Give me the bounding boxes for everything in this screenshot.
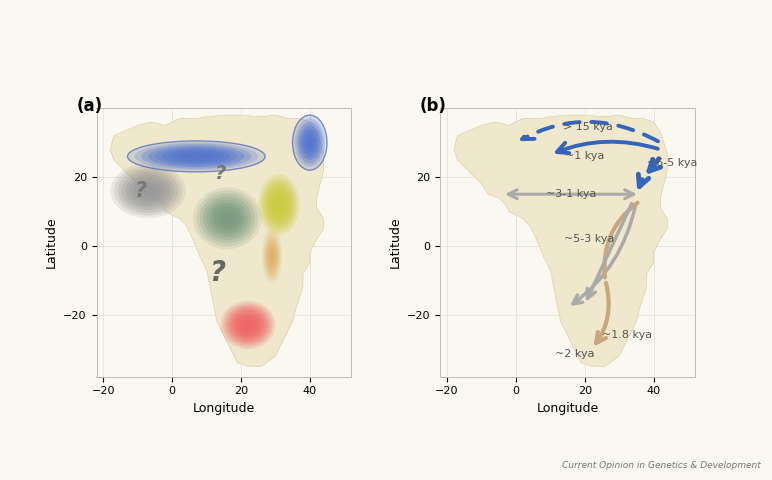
Text: ~6-5 kya: ~6-5 kya [647, 158, 697, 168]
FancyArrowPatch shape [557, 142, 658, 153]
Ellipse shape [122, 171, 174, 210]
Ellipse shape [133, 180, 163, 202]
Ellipse shape [110, 163, 186, 218]
Ellipse shape [234, 313, 262, 337]
FancyArrowPatch shape [587, 204, 631, 298]
Ellipse shape [141, 144, 252, 169]
Ellipse shape [260, 177, 297, 232]
Ellipse shape [299, 125, 320, 160]
Text: ?: ? [215, 164, 226, 183]
Text: (b): (b) [420, 97, 447, 116]
Ellipse shape [189, 155, 203, 158]
Ellipse shape [127, 141, 265, 172]
Ellipse shape [141, 185, 156, 196]
Ellipse shape [293, 115, 327, 170]
Ellipse shape [262, 228, 283, 284]
Ellipse shape [273, 195, 285, 214]
Ellipse shape [275, 198, 283, 211]
Ellipse shape [203, 197, 252, 240]
Ellipse shape [269, 249, 275, 263]
FancyArrowPatch shape [573, 204, 636, 304]
Ellipse shape [242, 320, 253, 330]
Text: ~3-1 kya: ~3-1 kya [546, 190, 596, 199]
X-axis label: Longitude: Longitude [537, 402, 598, 415]
Ellipse shape [277, 202, 281, 208]
Ellipse shape [297, 122, 323, 163]
Ellipse shape [224, 215, 231, 221]
Ellipse shape [303, 132, 317, 153]
Text: ~5-3 kya: ~5-3 kya [564, 234, 615, 244]
Y-axis label: Latitude: Latitude [388, 216, 401, 268]
Text: ~1 kya: ~1 kya [565, 151, 604, 161]
Ellipse shape [266, 186, 291, 223]
Text: > 15 kya: > 15 kya [564, 122, 613, 132]
Text: ~1.8 kya: ~1.8 kya [602, 330, 652, 340]
Ellipse shape [210, 203, 245, 234]
Ellipse shape [223, 303, 273, 347]
Ellipse shape [226, 306, 270, 344]
Ellipse shape [271, 253, 273, 260]
Ellipse shape [295, 119, 325, 167]
Ellipse shape [207, 200, 248, 237]
Ellipse shape [169, 150, 224, 163]
Ellipse shape [258, 174, 300, 236]
Ellipse shape [263, 232, 281, 280]
FancyArrowPatch shape [638, 174, 648, 187]
Ellipse shape [267, 242, 277, 270]
Ellipse shape [232, 311, 264, 339]
FancyArrowPatch shape [522, 122, 658, 141]
Ellipse shape [193, 187, 262, 249]
Ellipse shape [306, 136, 314, 149]
Ellipse shape [237, 315, 259, 335]
Ellipse shape [125, 174, 171, 207]
Ellipse shape [137, 182, 160, 199]
Ellipse shape [229, 308, 267, 342]
Y-axis label: Latitude: Latitude [45, 216, 58, 268]
Ellipse shape [148, 145, 245, 167]
Ellipse shape [162, 149, 231, 164]
Ellipse shape [239, 318, 256, 332]
Text: ~2 kya: ~2 kya [554, 349, 594, 359]
Polygon shape [110, 115, 323, 366]
Ellipse shape [266, 239, 279, 274]
FancyArrowPatch shape [508, 190, 634, 199]
Ellipse shape [214, 206, 241, 231]
X-axis label: Longitude: Longitude [193, 402, 255, 415]
FancyArrowPatch shape [649, 159, 661, 171]
Text: Current Opinion in Genetics & Development: Current Opinion in Genetics & Developmen… [562, 461, 760, 470]
Ellipse shape [155, 147, 238, 166]
Ellipse shape [118, 169, 178, 213]
Ellipse shape [268, 246, 276, 266]
Ellipse shape [264, 183, 293, 226]
Text: (a): (a) [76, 97, 102, 116]
FancyArrowPatch shape [596, 283, 608, 343]
Ellipse shape [217, 209, 238, 228]
Ellipse shape [129, 177, 167, 204]
Polygon shape [454, 115, 667, 366]
FancyArrowPatch shape [604, 203, 638, 277]
Ellipse shape [176, 152, 217, 161]
Text: ?: ? [209, 259, 225, 288]
Ellipse shape [196, 191, 258, 246]
Ellipse shape [182, 153, 210, 159]
Ellipse shape [308, 139, 312, 146]
Ellipse shape [114, 166, 182, 216]
Ellipse shape [271, 192, 287, 217]
Ellipse shape [220, 212, 234, 225]
Ellipse shape [220, 301, 276, 349]
Ellipse shape [269, 189, 290, 220]
Ellipse shape [245, 323, 251, 327]
Ellipse shape [134, 143, 258, 170]
Ellipse shape [262, 180, 296, 229]
Ellipse shape [264, 236, 279, 277]
Text: ?: ? [135, 181, 147, 201]
Ellipse shape [301, 129, 318, 156]
Ellipse shape [200, 193, 255, 243]
Ellipse shape [144, 188, 152, 193]
